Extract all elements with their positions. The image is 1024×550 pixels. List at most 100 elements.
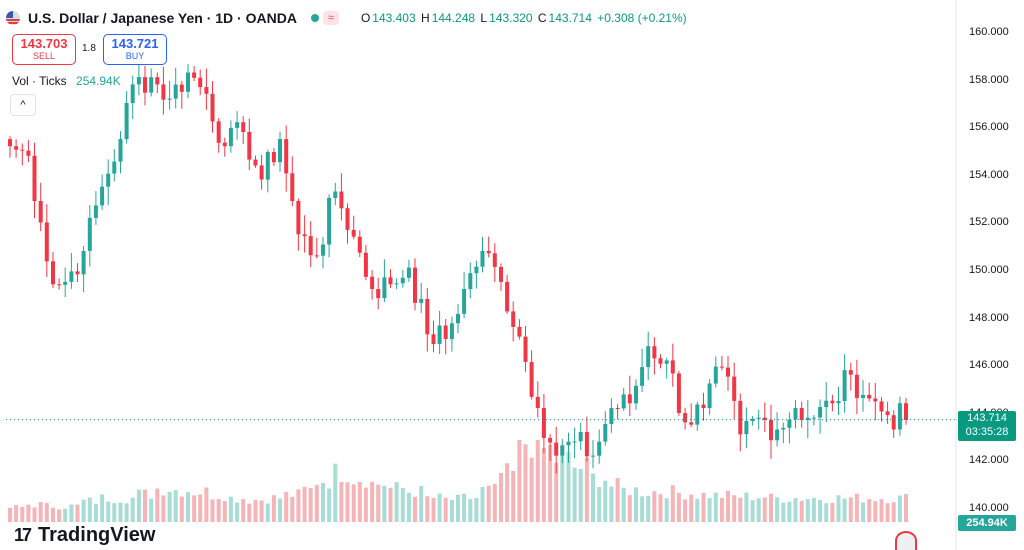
volume-bar bbox=[81, 499, 86, 522]
price-tick-label: 140.000 bbox=[969, 502, 1009, 514]
volume-bar bbox=[818, 499, 823, 522]
candle-body bbox=[824, 400, 829, 407]
volume-legend[interactable]: Vol · Ticks 254.94K bbox=[12, 74, 121, 88]
tradingview-name: TradingView bbox=[38, 524, 156, 546]
volume-bar bbox=[228, 496, 233, 522]
volume-bar bbox=[554, 462, 559, 522]
buy-button[interactable]: 143.721 BUY bbox=[103, 34, 167, 65]
sell-button[interactable]: 143.703 SELL bbox=[12, 34, 76, 65]
candle-body bbox=[388, 277, 393, 285]
volume-bar bbox=[824, 503, 829, 522]
candle-body bbox=[179, 84, 184, 92]
candle-body bbox=[32, 155, 37, 201]
volume-bar bbox=[308, 488, 313, 522]
volume-bar bbox=[603, 480, 608, 522]
us-flag-icon[interactable] bbox=[895, 531, 917, 550]
volume-bar bbox=[505, 463, 510, 522]
candle-body bbox=[621, 394, 626, 409]
candle-body bbox=[744, 421, 749, 435]
symbol-title[interactable]: U.S. Dollar / Japanese Yen · 1D · OANDA bbox=[28, 10, 297, 26]
volume-bar bbox=[345, 482, 350, 522]
candle-body bbox=[51, 261, 55, 285]
volume-bar bbox=[511, 471, 516, 522]
candle-body bbox=[560, 445, 565, 456]
candle-body bbox=[548, 437, 553, 443]
volume-bar bbox=[204, 487, 209, 522]
candle-body bbox=[259, 165, 264, 180]
candle-body bbox=[302, 234, 307, 237]
candle-body bbox=[683, 413, 688, 423]
volume-bar bbox=[468, 498, 473, 522]
candle-body bbox=[167, 98, 172, 100]
candle-body bbox=[541, 408, 546, 438]
volume-bar bbox=[136, 489, 141, 522]
candle-body bbox=[204, 87, 209, 94]
volume-bar bbox=[867, 499, 872, 522]
price-tick-label: 148.000 bbox=[969, 311, 1009, 324]
candle-body bbox=[216, 121, 221, 143]
volume-bar bbox=[431, 498, 436, 522]
volume-bar bbox=[235, 502, 240, 522]
volume-bar bbox=[695, 498, 700, 522]
candle-body bbox=[879, 401, 884, 412]
candle-body bbox=[57, 284, 62, 286]
candle-body bbox=[805, 417, 810, 420]
volume-bar bbox=[321, 483, 325, 522]
volume-bar bbox=[664, 498, 669, 522]
collapse-chevron-icon[interactable]: ^ bbox=[10, 94, 36, 116]
market-status-icon[interactable] bbox=[310, 14, 319, 22]
candle-body bbox=[143, 77, 147, 93]
candle-body bbox=[707, 383, 712, 409]
candle-body bbox=[505, 281, 510, 312]
volume-bar bbox=[63, 508, 68, 522]
candle-body bbox=[357, 236, 362, 253]
volume-bar bbox=[640, 496, 645, 522]
candle-body bbox=[873, 398, 878, 402]
volume-bar bbox=[130, 497, 135, 522]
candle-body bbox=[554, 442, 559, 456]
wave-icon[interactable]: ≈ bbox=[322, 11, 339, 25]
volume-bar bbox=[793, 498, 798, 522]
candle-body bbox=[615, 408, 620, 409]
volume-bar bbox=[842, 498, 847, 522]
candle-body bbox=[130, 84, 135, 104]
candle-body bbox=[701, 404, 706, 408]
volume-bar bbox=[566, 451, 571, 522]
candle-body bbox=[456, 313, 460, 324]
candle-body bbox=[253, 159, 258, 166]
candle-body bbox=[106, 173, 111, 187]
volume-bar bbox=[707, 498, 712, 522]
candle-body bbox=[781, 427, 786, 430]
candle-body bbox=[474, 266, 479, 274]
volume-bar bbox=[370, 481, 375, 522]
candle-body bbox=[836, 401, 841, 404]
candle-body bbox=[210, 93, 215, 122]
volume-bar bbox=[529, 457, 534, 522]
volume-bar bbox=[26, 504, 31, 522]
candle-body bbox=[750, 418, 755, 421]
candle-body bbox=[609, 408, 614, 424]
volume-bar bbox=[173, 490, 178, 522]
candle-body bbox=[689, 422, 694, 425]
candle-body bbox=[8, 139, 12, 147]
candle-body bbox=[241, 122, 246, 132]
volume-bar bbox=[541, 448, 546, 522]
volume-bar bbox=[247, 503, 252, 522]
candle-body bbox=[278, 139, 282, 163]
volume-bar bbox=[333, 463, 338, 522]
price-tick-label: 150.000 bbox=[969, 264, 1009, 276]
price-tick-label: 158.000 bbox=[969, 73, 1009, 86]
candle-body bbox=[572, 441, 577, 443]
volume-bar bbox=[284, 491, 289, 522]
volume-bar bbox=[296, 489, 301, 522]
volume-bar bbox=[836, 495, 841, 522]
candle-body bbox=[394, 283, 399, 285]
volume-bar bbox=[486, 485, 491, 522]
tradingview-logo[interactable]: 17 TradingView bbox=[14, 524, 155, 547]
volume-bar bbox=[167, 491, 172, 522]
volume-bar bbox=[615, 477, 620, 522]
volume-bar bbox=[93, 503, 98, 522]
volume-bar bbox=[560, 452, 565, 522]
volume-bar bbox=[499, 473, 503, 522]
